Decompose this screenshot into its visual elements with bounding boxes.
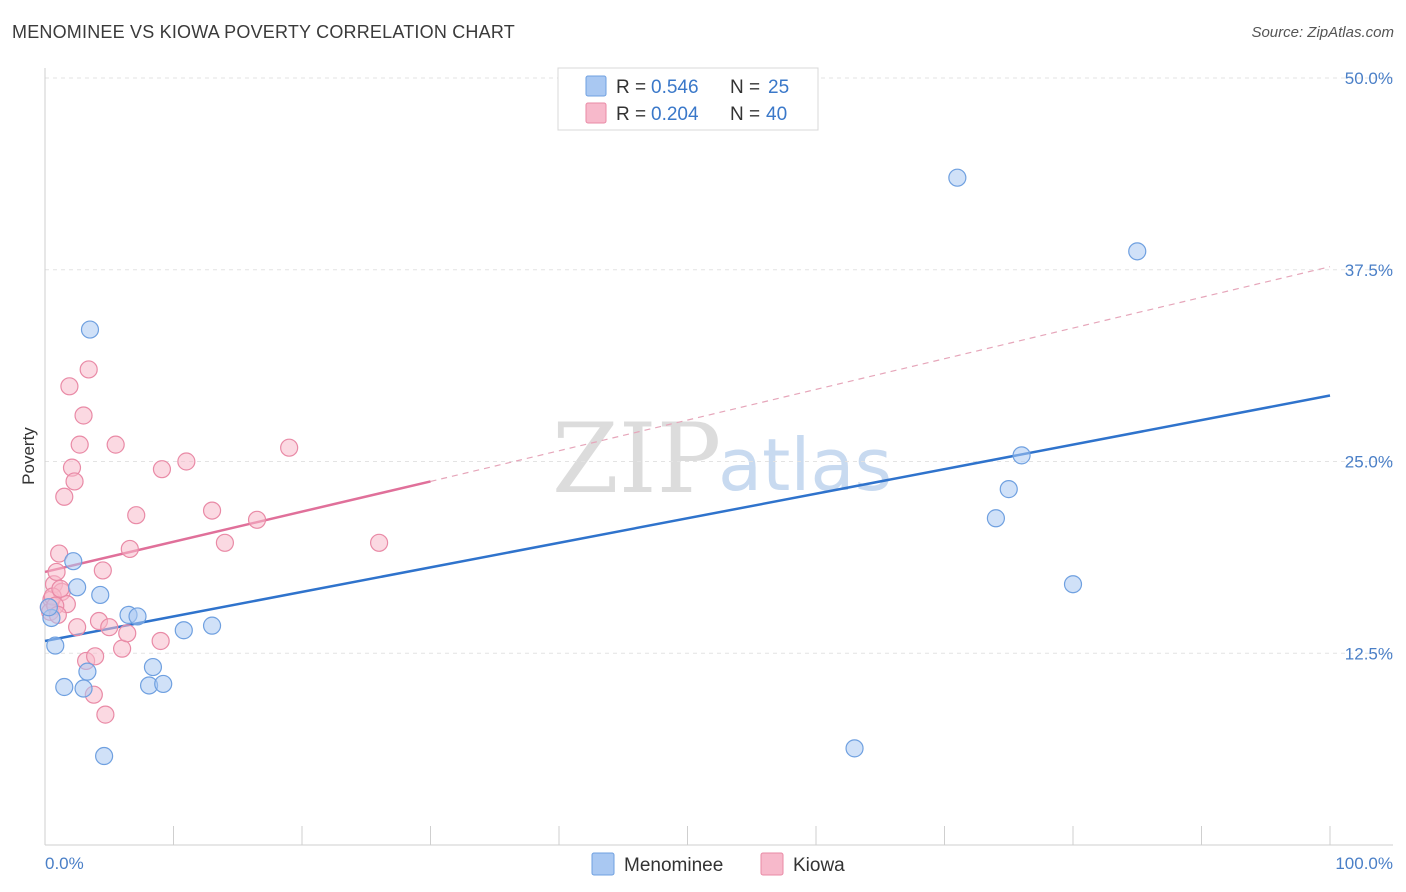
- legend-r-value-kiowa: 0.204: [651, 104, 699, 125]
- point-kiowa: [127, 506, 146, 525]
- x-tick-label-max: 100.0%: [1335, 854, 1393, 873]
- point-menominee: [143, 657, 163, 677]
- point-kiowa: [177, 452, 196, 471]
- point-kiowa: [112, 639, 132, 658]
- point-menominee: [202, 616, 222, 635]
- point-menominee: [91, 585, 110, 605]
- point-kiowa: [152, 460, 172, 479]
- point-kiowa: [79, 360, 98, 379]
- point-menominee: [999, 480, 1018, 499]
- watermark-atlas: atlas: [718, 423, 892, 507]
- legend-swatch-menominee: [585, 75, 607, 97]
- watermark-zip: ZIP: [552, 403, 721, 515]
- series-swatch-kiowa: [760, 852, 784, 876]
- point-kiowa: [370, 533, 389, 552]
- point-menominee: [845, 739, 864, 758]
- point-menominee: [64, 552, 83, 571]
- source-credit: Source: ZipAtlas.com: [1251, 24, 1394, 41]
- y-axis-label: Poverty: [19, 427, 38, 485]
- point-kiowa: [50, 544, 69, 563]
- point-kiowa: [202, 501, 222, 520]
- point-kiowa: [118, 624, 137, 643]
- trend-extension-kiowa: [430, 266, 1331, 483]
- y-tick-label: 37.5%: [1345, 261, 1393, 280]
- point-menominee: [46, 636, 65, 655]
- legend-r-value-menominee: 0.546: [651, 77, 699, 98]
- legend-swatch-kiowa: [585, 102, 607, 124]
- y-tick-label: 50.0%: [1345, 69, 1393, 88]
- point-menominee: [154, 674, 173, 694]
- point-kiowa: [96, 705, 115, 724]
- point-menominee: [128, 607, 147, 626]
- point-menominee: [39, 598, 58, 617]
- point-menominee: [74, 679, 93, 698]
- point-kiowa: [215, 533, 234, 552]
- gridlines: [45, 77, 1393, 654]
- trend-lines: [44, 266, 1331, 643]
- point-kiowa: [100, 618, 119, 637]
- point-menominee: [174, 621, 193, 640]
- legend-n-value-menominee: 25: [768, 77, 789, 98]
- point-kiowa: [60, 377, 79, 396]
- point-menominee: [95, 746, 114, 766]
- point-menominee: [1063, 575, 1083, 594]
- point-kiowa: [151, 631, 170, 651]
- legend-n-label-kiowa: N =: [730, 104, 760, 125]
- y-tick-labels: 12.5% 25.0% 37.5% 50.0%: [1345, 69, 1393, 663]
- point-kiowa: [68, 618, 87, 637]
- point-kiowa: [47, 562, 66, 582]
- series-swatch-menominee: [591, 852, 615, 876]
- point-menominee: [55, 677, 74, 697]
- point-kiowa: [55, 487, 74, 506]
- point-kiowa: [70, 435, 89, 454]
- point-menominee: [1128, 242, 1147, 261]
- point-kiowa: [106, 435, 125, 454]
- point-menominee: [1012, 446, 1031, 465]
- legend-n-label-menominee: N =: [730, 77, 760, 98]
- point-kiowa: [280, 438, 299, 457]
- series-label-menominee: Menominee: [624, 855, 723, 876]
- chart-title: MENOMINEE VS KIOWA POVERTY CORRELATION C…: [12, 22, 515, 42]
- axes: [44, 68, 1393, 846]
- legend-n-value-kiowa: 40: [766, 104, 787, 125]
- legend-r-label-menominee: R =: [616, 77, 646, 98]
- point-kiowa: [120, 539, 139, 559]
- point-kiowa: [65, 472, 84, 491]
- x-axis-ticks: [44, 826, 1331, 845]
- point-menominee: [68, 578, 87, 597]
- y-tick-label: 12.5%: [1345, 644, 1393, 663]
- trend-line-kiowa: [44, 480, 431, 574]
- point-menominee: [986, 509, 1006, 528]
- point-kiowa: [247, 510, 267, 529]
- point-menominee: [78, 662, 97, 681]
- x-tick-label-min: 0.0%: [45, 854, 84, 873]
- point-kiowa: [86, 647, 105, 666]
- point-kiowa: [51, 579, 70, 598]
- point-menominee: [948, 168, 967, 187]
- trend-line-menominee: [44, 394, 1331, 643]
- series-label-kiowa: Kiowa: [793, 855, 845, 876]
- legend-r-label-kiowa: R =: [616, 104, 646, 125]
- legend: R = 0.546 N = 25 R = 0.204 N = 40: [557, 67, 819, 131]
- data-points: [39, 168, 1147, 766]
- y-tick-label: 25.0%: [1345, 453, 1393, 472]
- series-legend: Menominee Kiowa: [591, 852, 845, 876]
- point-kiowa: [93, 561, 112, 580]
- point-kiowa: [74, 406, 93, 425]
- point-menominee: [80, 320, 100, 339]
